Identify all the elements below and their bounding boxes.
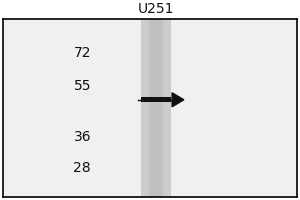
Text: 72: 72 [74,46,91,60]
Bar [141,19,171,197]
Text: 28: 28 [74,161,91,175]
Bar [141,97,171,102]
Bar [148,19,163,197]
Text: U251: U251 [138,2,174,16]
Polygon shape [172,93,184,107]
Text: 55: 55 [74,79,91,93]
Text: 36: 36 [74,130,91,144]
